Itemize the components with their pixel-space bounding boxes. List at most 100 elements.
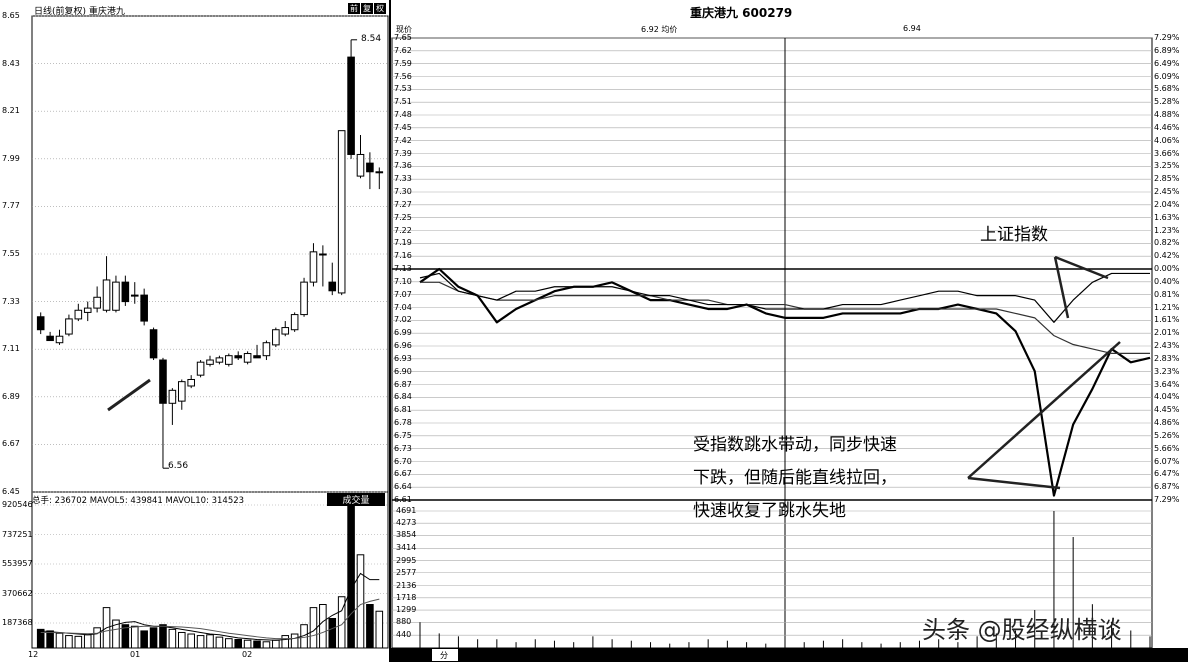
right-volume-tick: 1299 [396, 605, 417, 615]
candle-body [140, 294, 148, 322]
bottom-bar [390, 648, 1188, 662]
right-pct-tick: 3.66% [1154, 148, 1180, 158]
annotation-line-2: 下跌，但随后能直线拉回， [693, 468, 897, 488]
volume-bar [328, 617, 337, 649]
volume-button[interactable]: 成交量 [327, 493, 385, 506]
right-price-tick: 7.13 [394, 264, 412, 273]
right-price-tick: 6.67 [394, 469, 412, 479]
volume-bar [65, 635, 73, 649]
candle-body [234, 355, 243, 359]
watermark: 头条 @股经纵横谈 [922, 616, 1122, 644]
volume-bar [196, 635, 205, 649]
right-pct-tick: 2.01% [1154, 328, 1180, 338]
right-lines-group [419, 267, 1151, 497]
candle-body [281, 327, 290, 335]
candle-body [272, 329, 280, 346]
avg-label: 6.92 均价 [641, 25, 678, 34]
volume-bar [159, 624, 167, 649]
right-pct-tick: 3.64% [1154, 379, 1180, 389]
recovery-arrow [967, 341, 1121, 479]
right-pct-tick: 5.28% [1154, 97, 1180, 107]
right-price-tick: 7.59 [394, 58, 412, 68]
right-price-tick: 6.61 [394, 495, 412, 504]
candle-body [328, 281, 337, 292]
right-price-tick: 7.48 [394, 110, 412, 119]
candle-body [253, 355, 261, 359]
left-date-tick: 02 [242, 650, 253, 659]
right-price-tick: 6.81 [394, 405, 412, 415]
left-header-button-3[interactable]: 权 [374, 3, 386, 14]
high-price-label: 8.54 [361, 34, 382, 44]
right-pct-tick: 0.40% [1154, 276, 1180, 286]
volume-bar [375, 610, 384, 649]
left-volume-tick: 370662 [2, 588, 33, 598]
right-price-tick: 7.30 [394, 187, 412, 196]
candle-body [243, 353, 252, 363]
right-pct-tick: 6.89% [1154, 45, 1180, 55]
annotation-line-3: 快速收复了跳水失地 [693, 501, 846, 521]
right-volume-group [419, 511, 1151, 648]
right-price-tick: 7.45 [394, 122, 412, 132]
right-price-tick: 6.70 [394, 456, 412, 466]
volume-bar [234, 638, 243, 649]
right-pct-tick: 2.45% [1154, 187, 1180, 196]
candle-body [206, 359, 214, 365]
candle-body [356, 153, 365, 177]
right-pct-tick: 1.23% [1154, 225, 1180, 235]
right-price-tick: 7.56 [394, 71, 412, 81]
candle-body [177, 381, 186, 402]
right-price-tick: 6.78 [394, 418, 412, 427]
volume-bar [225, 638, 233, 649]
right-pct-tick: 6.07% [1154, 456, 1180, 466]
right-pct-tick: 1.21% [1154, 302, 1180, 312]
volume-bar [243, 639, 252, 649]
candle-body [187, 378, 195, 387]
right-price-tick: 7.51 [394, 97, 412, 107]
volume-bar [309, 607, 318, 649]
right-pct-tick: 6.87% [1154, 482, 1180, 492]
avg-value: 6.94 [903, 24, 921, 33]
right-pct-tick: 4.04% [1154, 392, 1180, 402]
bottom-tab[interactable]: 分 [440, 651, 448, 660]
candle-body [337, 130, 346, 294]
right-pct-tick: 5.66% [1154, 443, 1180, 453]
right-price-tick: 7.65 [394, 33, 412, 42]
right-volume-tick: 2136 [396, 580, 417, 590]
candle-body [309, 251, 318, 283]
right-pct-tick: 1.61% [1154, 315, 1180, 325]
volume-bar [140, 630, 148, 649]
price-line [419, 267, 1151, 497]
volume-bar [93, 627, 101, 649]
right-pct-tick: 2.04% [1154, 199, 1180, 209]
volume-bar [177, 631, 186, 649]
left-volume-group [36, 504, 384, 649]
left-volume-tick: 553957 [2, 559, 33, 568]
candle-body [196, 361, 205, 376]
index-arrow-1 [1054, 255, 1109, 280]
right-price-tick: 6.93 [394, 353, 412, 363]
left-candles-group [36, 39, 384, 469]
right-price-tick: 7.36 [394, 161, 412, 171]
candle-body [290, 314, 299, 331]
right-volume-tick: 3414 [396, 543, 417, 553]
candle-body [65, 318, 73, 335]
left-price-tick: 6.67 [2, 439, 20, 449]
candle-body [347, 56, 355, 155]
volume-bar [187, 633, 195, 649]
right-volume-tick: 880 [396, 617, 412, 627]
left-header-label: 日线(前复权) 重庆港九 [34, 7, 125, 17]
right-pct-tick: 1.63% [1154, 212, 1180, 222]
candle-body [159, 359, 167, 404]
bottom-tab-bg [432, 649, 458, 661]
candle-body [130, 294, 139, 297]
right-price-tick: 7.62 [394, 45, 412, 55]
candle-body [93, 296, 101, 309]
left-header-button-2[interactable]: 复 [361, 3, 373, 14]
left-price-tick: 8.21 [2, 106, 20, 116]
right-pct-tick: 4.88% [1154, 110, 1180, 119]
volume-bar [149, 627, 158, 649]
right-pct-tick: 2.83% [1154, 353, 1180, 363]
right-pct-tick: 2.85% [1154, 174, 1180, 184]
left-header-button-1[interactable]: 前 [348, 3, 360, 14]
right-pct-tick: 3.23% [1154, 366, 1180, 376]
